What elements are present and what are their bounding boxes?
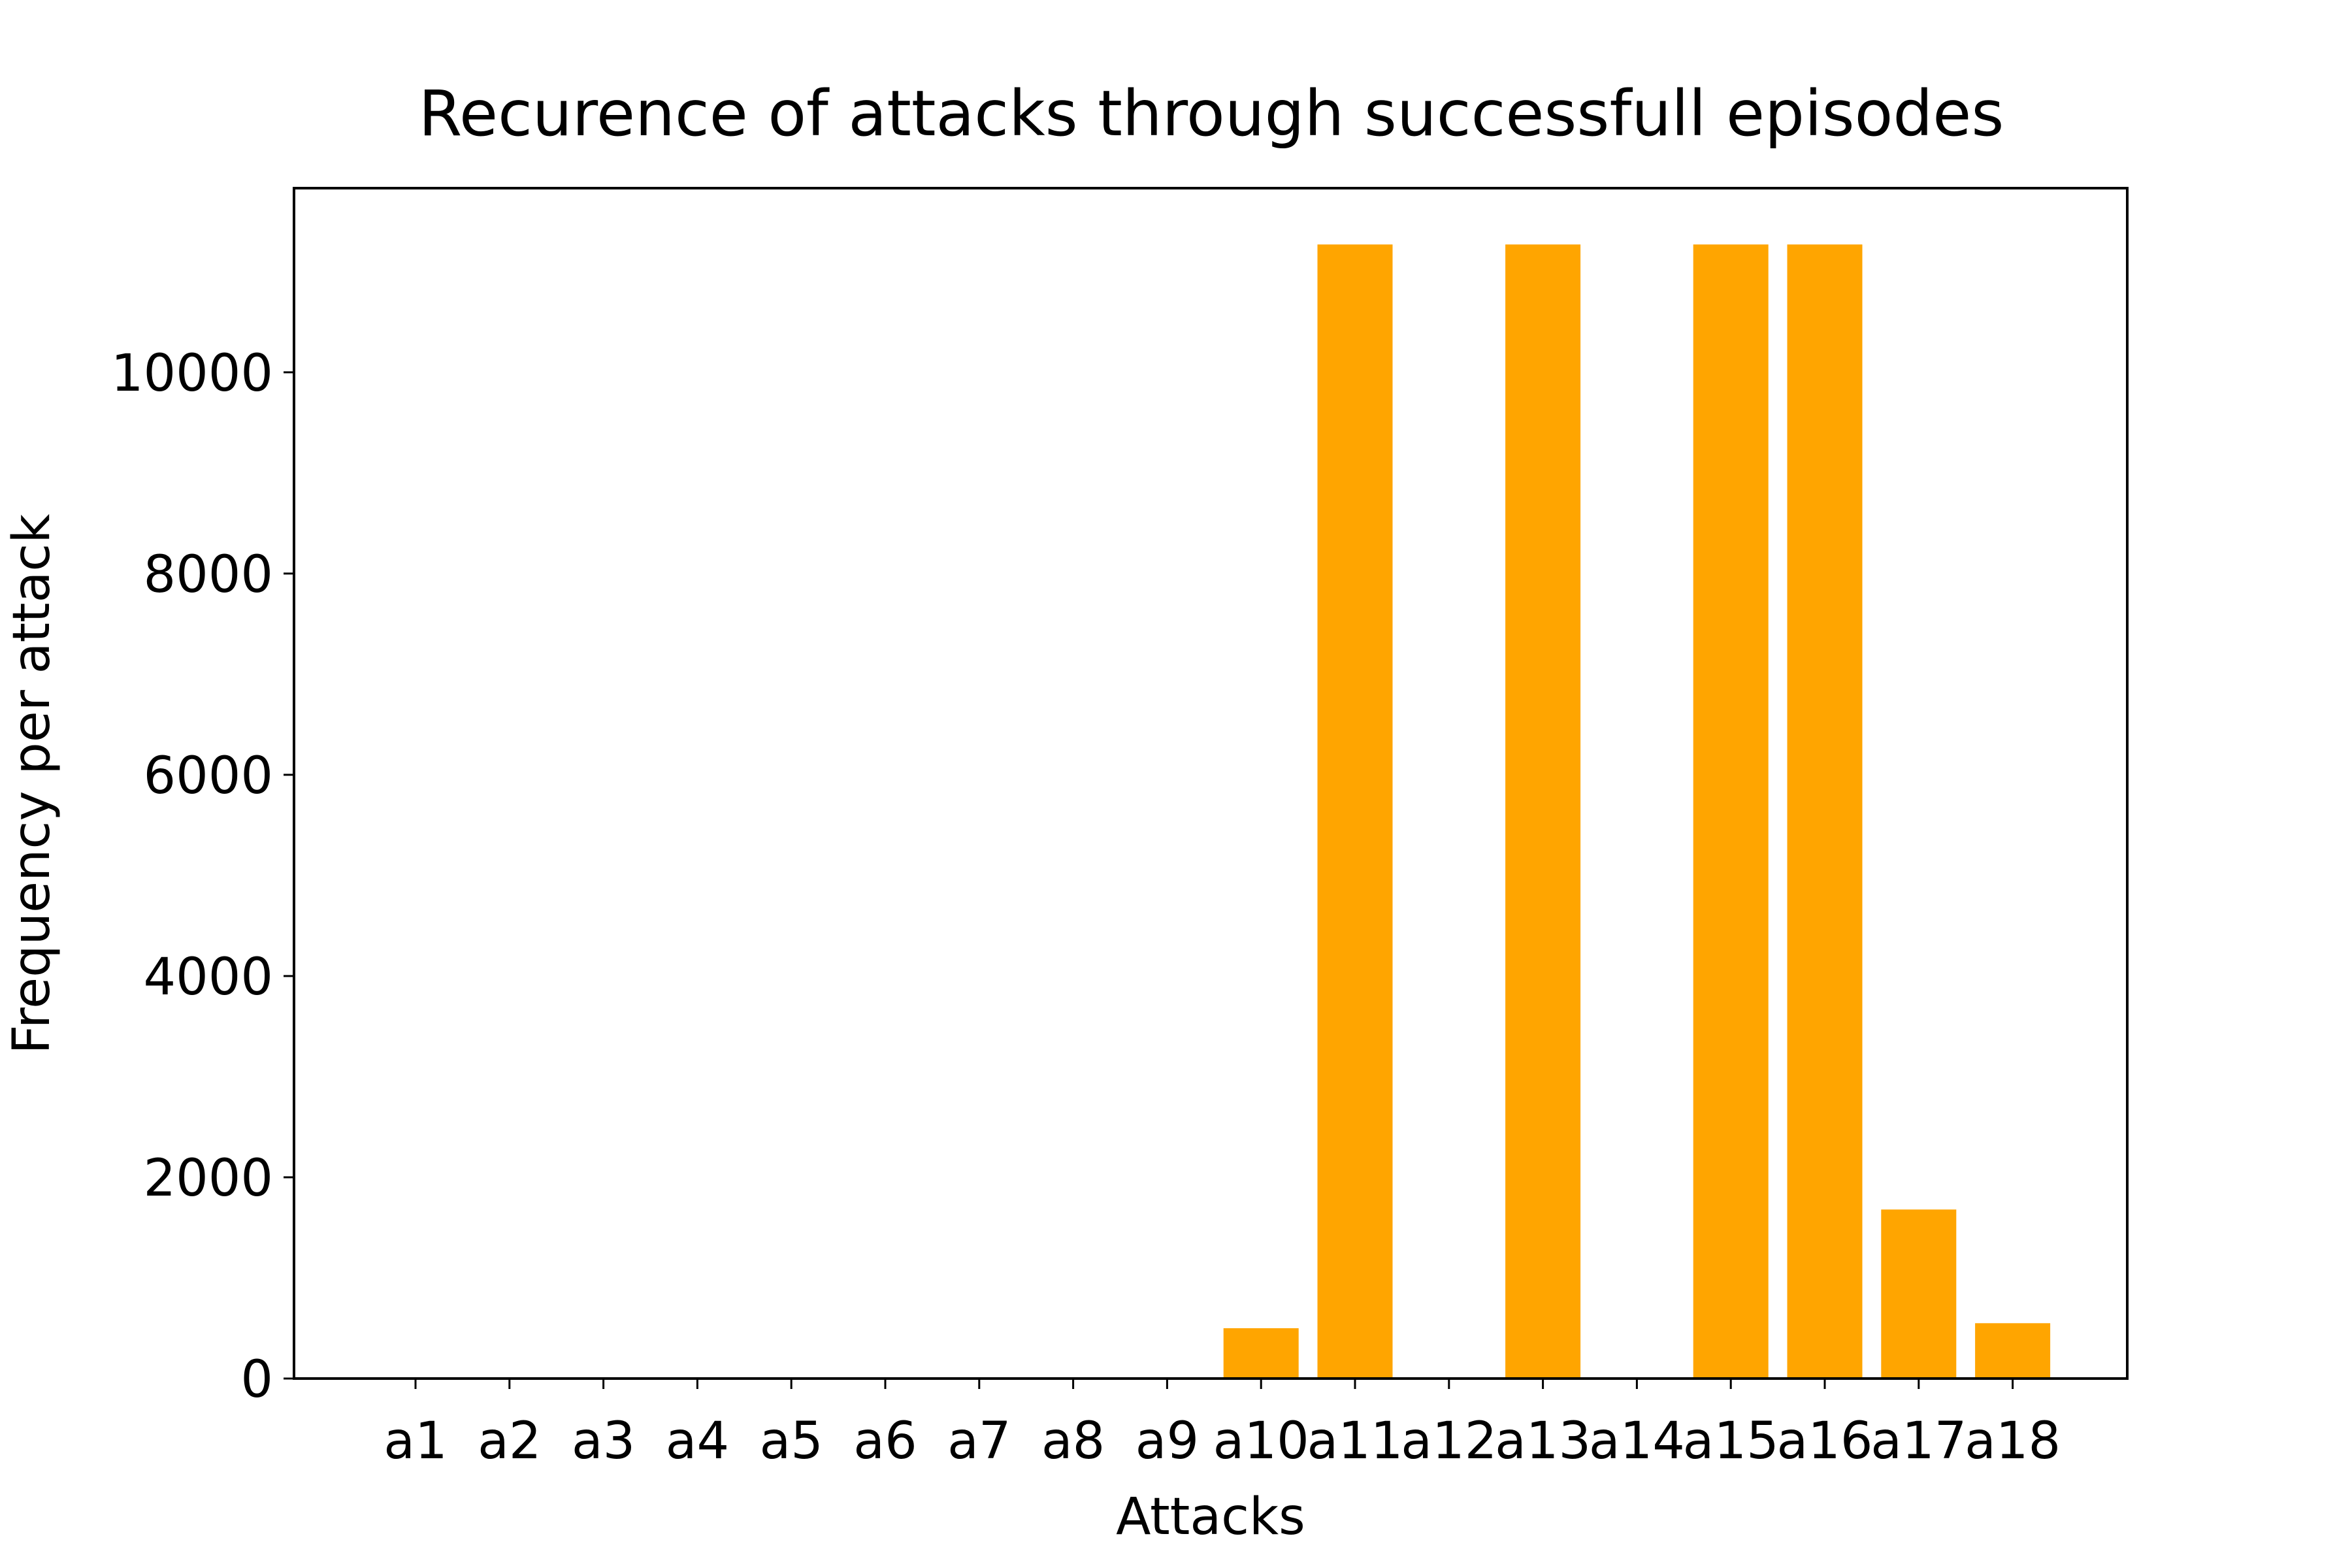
x-tick-label-a1: a1 (384, 1412, 447, 1471)
x-tick-label-a10: a10 (1213, 1412, 1309, 1471)
x-tick-label-a11: a11 (1307, 1412, 1403, 1471)
x-tick-label-a17: a17 (1870, 1412, 1967, 1471)
bar-a16 (1787, 244, 1863, 1379)
x-ticks-group: a1 a2 a3 a4 a5 a6 a7 a8 a9 a10a11a12a13a14a15a16a… (384, 1379, 2061, 1471)
bar-a11 (1317, 244, 1393, 1379)
chart-title: Recurence of attacks through successfull… (419, 77, 2004, 150)
bar-a15 (1693, 244, 1769, 1379)
bar-a13 (1505, 244, 1581, 1379)
x-tick-label-a4: a4 (666, 1412, 729, 1471)
y-tick-label-2000: 2000 (143, 1149, 273, 1208)
x-tick-label-a7: a7 (947, 1412, 1011, 1471)
x-tick-label-a9: a9 (1135, 1412, 1199, 1471)
bar-a10 (1223, 1328, 1299, 1379)
x-tick-label-a2: a2 (478, 1412, 541, 1471)
x-tick-label-a3: a3 (572, 1412, 635, 1471)
x-tick-label-a16: a16 (1776, 1412, 1872, 1471)
x-tick-label-a18: a18 (1965, 1412, 2061, 1471)
plot-frame (293, 187, 2129, 1380)
x-tick-label-a15: a15 (1683, 1412, 1779, 1471)
y-tick-label-8000: 8000 (143, 546, 273, 604)
x-tick-label-a8: a8 (1041, 1412, 1105, 1471)
bar-a17 (1881, 1209, 1957, 1379)
bars-group (1223, 244, 2051, 1379)
y-axis-label: Frequency per attack (3, 514, 61, 1054)
x-tick-label-a14: a14 (1589, 1412, 1685, 1471)
x-tick-label-a5: a5 (759, 1412, 823, 1471)
y-tick-label-0: 0 (240, 1350, 273, 1409)
bar-a18 (1975, 1323, 2051, 1379)
x-axis-label: Attacks (1116, 1488, 1305, 1546)
x-tick-label-a13: a13 (1495, 1412, 1591, 1471)
x-tick-label-a6: a6 (853, 1412, 917, 1471)
y-tick-label-10000: 10000 (111, 344, 273, 403)
y-tick-label-4000: 4000 (143, 948, 273, 1007)
y-ticks-group: 0 2000 4000 6000 8000 10000 (111, 344, 294, 1409)
x-tick-label-a12: a12 (1401, 1412, 1497, 1471)
y-tick-label-6000: 6000 (143, 747, 273, 806)
